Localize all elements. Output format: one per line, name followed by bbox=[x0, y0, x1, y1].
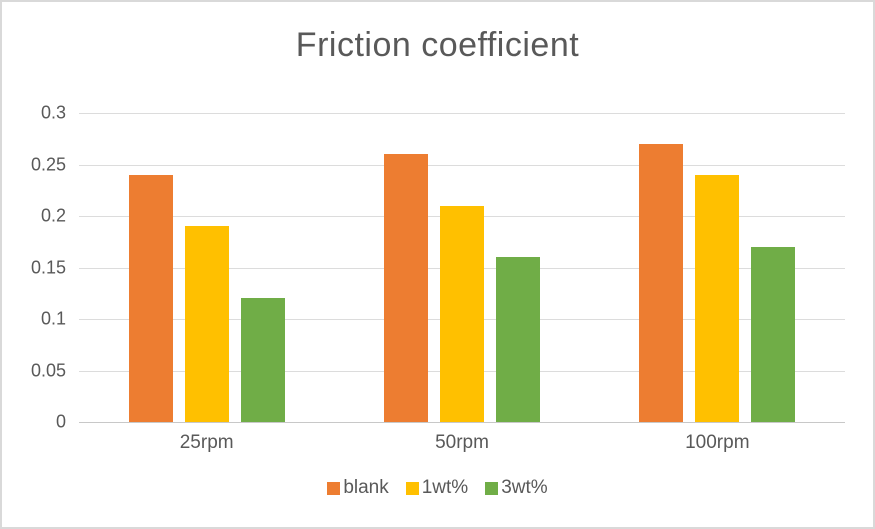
x-tick-label-100rpm: 100rpm bbox=[685, 432, 750, 453]
y-tick-label: 0.1 bbox=[40, 308, 66, 329]
plot-area bbox=[79, 113, 845, 423]
legend-label: 1wt% bbox=[421, 477, 469, 498]
bar-blank-50rpm bbox=[383, 154, 428, 422]
y-tick-label: 0.15 bbox=[30, 257, 66, 277]
legend-swatch-icon bbox=[327, 481, 341, 495]
legend-swatch-icon bbox=[405, 481, 419, 495]
gridline bbox=[79, 113, 845, 114]
y-tick-label: 0.25 bbox=[30, 154, 66, 174]
y-tick-label: 0 bbox=[55, 411, 66, 432]
legend-item-1wt%: 1wt% bbox=[405, 477, 469, 499]
x-axis-labels: 25rpm 50rpm 100rpm bbox=[79, 432, 845, 454]
legend: blank 1wt% 3wt% bbox=[2, 477, 873, 499]
chart-title: Friction coefficient bbox=[295, 26, 580, 64]
legend-swatch-icon bbox=[485, 481, 499, 495]
x-tick-label-25rpm: 25rpm bbox=[179, 432, 234, 453]
bar-1wt%-100rpm bbox=[695, 174, 740, 422]
bar-3wt%-100rpm bbox=[751, 246, 796, 422]
y-axis-labels: 0.3 0.25 0.2 0.15 0.1 0.05 0 bbox=[2, 103, 66, 432]
bar-group-100rpm bbox=[590, 113, 845, 422]
bar-blank-100rpm bbox=[639, 143, 684, 422]
y-tick-label: 0.2 bbox=[40, 205, 66, 226]
bar-group-50rpm bbox=[334, 113, 589, 422]
bar-1wt%-50rpm bbox=[439, 205, 484, 422]
bar-3wt%-50rpm bbox=[495, 257, 540, 422]
legend-label: blank bbox=[343, 477, 389, 498]
bars-layer bbox=[79, 113, 845, 422]
bar-group-25rpm bbox=[79, 113, 334, 422]
y-tick-label: 0.3 bbox=[40, 102, 66, 123]
bar-blank-25rpm bbox=[128, 174, 173, 422]
legend-item-blank: blank bbox=[327, 477, 389, 499]
legend-label: 3wt% bbox=[501, 477, 548, 498]
legend-item-3wt%: 3wt% bbox=[485, 477, 548, 499]
y-tick-label: 0.05 bbox=[30, 360, 66, 380]
x-axis-line bbox=[79, 422, 845, 423]
bar-3wt%-25rpm bbox=[240, 298, 285, 422]
x-tick-label-50rpm: 50rpm bbox=[435, 432, 489, 453]
gridline bbox=[79, 164, 845, 166]
bar-1wt%-25rpm bbox=[184, 226, 229, 422]
